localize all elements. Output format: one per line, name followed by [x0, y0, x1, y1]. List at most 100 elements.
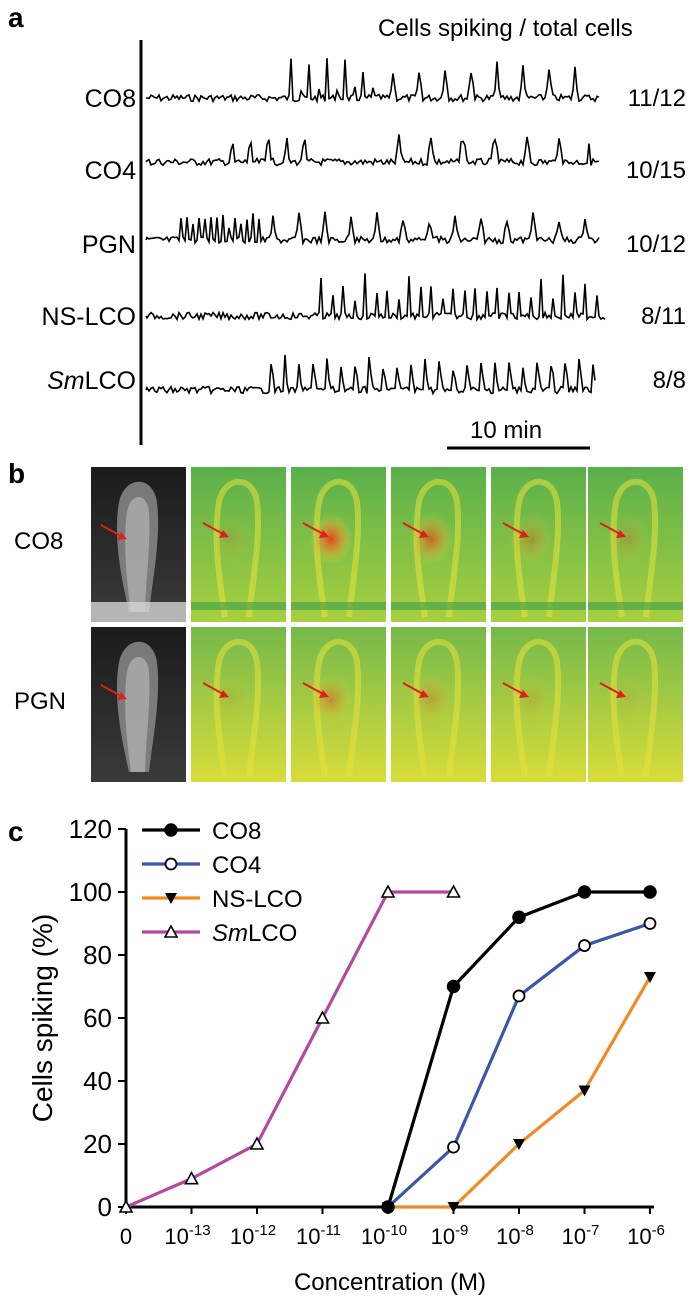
- calcium-frame-image: [588, 467, 683, 622]
- x-tick-label: 10-10: [361, 1222, 407, 1249]
- panel-c-letter: c: [8, 816, 24, 847]
- trace-label: CO8: [84, 85, 136, 113]
- y-tick-label: 40: [83, 1066, 112, 1096]
- red-arrow-icon: [402, 682, 426, 696]
- data-point: [447, 1202, 460, 1213]
- brightfield-image: [91, 467, 186, 622]
- red-arrow-icon: [599, 682, 623, 696]
- trace-line: [145, 211, 600, 247]
- data-point: [164, 857, 178, 871]
- image-row-label: PGN: [14, 688, 67, 715]
- series-line: [386, 890, 650, 1208]
- series-line: [386, 921, 651, 1209]
- legend-label: CO4: [212, 852, 261, 879]
- red-arrow-icon: [502, 682, 526, 696]
- red-arrow-icon: [599, 522, 623, 536]
- data-point: [577, 885, 592, 899]
- data-point: [643, 917, 657, 930]
- legend-label: SmLCO: [212, 920, 297, 947]
- scale-bar-label: 10 min: [470, 417, 543, 444]
- series: [381, 885, 657, 1214]
- trace-ratio: 8/8: [652, 367, 686, 394]
- calcium-frame-image: [491, 467, 586, 622]
- y-tick-label: 120: [69, 814, 112, 844]
- series: [381, 917, 657, 1214]
- series-line: [125, 890, 454, 1209]
- y-axis-label: Cells spiking (%): [27, 914, 58, 1123]
- data-point: [447, 1140, 460, 1154]
- x-tick-label: 10-13: [164, 1222, 210, 1249]
- calcium-traces: [139, 40, 606, 450]
- red-arrow-icon: [100, 524, 124, 538]
- trace-label: PGN: [81, 231, 136, 259]
- y-tick-label: 80: [83, 940, 112, 970]
- x-tick-label: 10-11: [296, 1222, 341, 1249]
- trace-line: [145, 273, 606, 323]
- red-arrow-icon: [502, 522, 526, 536]
- red-arrow-icon: [302, 682, 326, 696]
- panel-b-letter: b: [8, 458, 26, 489]
- trace-ratio: 8/11: [641, 303, 686, 330]
- red-arrow-icon: [202, 522, 226, 536]
- data-point: [315, 1010, 330, 1024]
- trace-label: SmLCO: [47, 367, 136, 395]
- data-point: [512, 910, 526, 924]
- legend-label: NS-LCO: [212, 886, 303, 913]
- data-point: [380, 884, 396, 898]
- data-point: [164, 823, 178, 837]
- red-arrow-icon: [402, 522, 426, 536]
- data-point: [513, 1139, 525, 1150]
- data-point: [446, 884, 461, 898]
- x-tick-label: 10-6: [627, 1222, 665, 1249]
- data-point: [184, 1170, 199, 1185]
- trace-ratio: 10/15: [625, 157, 686, 184]
- trace-line: [145, 134, 600, 168]
- legend-entry: NS-LCO: [142, 886, 303, 913]
- data-point: [643, 885, 657, 899]
- calcium-frame-image: [491, 627, 586, 782]
- x-tick-label: 0: [120, 1224, 132, 1249]
- legend-entry: CO4: [142, 852, 261, 879]
- legend-entry: CO8: [142, 818, 261, 845]
- data-point: [578, 1085, 591, 1097]
- trace-ratio: 11/12: [627, 85, 686, 112]
- data-point: [163, 924, 179, 938]
- trace-label: CO4: [84, 157, 136, 185]
- data-point: [165, 893, 177, 904]
- calcium-frame-image: [191, 467, 286, 622]
- trace-line: [145, 354, 596, 396]
- calcium-frame-image: [391, 467, 486, 622]
- dose-response-chart: 0 20 40 60 80 100 120 0 10-13 10-12 10-11 10-10 10-9…: [27, 814, 665, 1296]
- data-point: [644, 972, 656, 984]
- y-tick-label: 20: [83, 1129, 112, 1159]
- series: [118, 884, 461, 1213]
- x-tick-label: 10-8: [496, 1222, 534, 1249]
- x-tick-label: 10-12: [230, 1222, 276, 1249]
- brightfield-image: [91, 627, 186, 782]
- data-point: [446, 979, 461, 994]
- calcium-frame-image: [291, 627, 386, 782]
- calcium-frame-image: [588, 627, 683, 782]
- data-point: [381, 1200, 395, 1214]
- data-point: [118, 1199, 134, 1213]
- trace-line: [145, 58, 600, 105]
- red-arrow-icon: [100, 684, 124, 698]
- y-tick-label: 60: [83, 1003, 112, 1033]
- y-tick-label: 100: [69, 877, 112, 907]
- panel-a-letter: a: [8, 2, 24, 33]
- legend-label: CO8: [212, 818, 261, 845]
- trace-label: NS-LCO: [41, 303, 136, 331]
- x-axis-label: Concentration (M): [294, 1269, 486, 1296]
- data-point: [578, 939, 591, 952]
- data-point: [249, 1136, 265, 1150]
- red-arrow-icon: [202, 682, 226, 696]
- calcium-frame-image: [291, 467, 386, 622]
- x-tick-label: 10-7: [562, 1222, 600, 1249]
- calcium-frame-image: [191, 627, 286, 782]
- red-arrow-icon: [302, 522, 326, 536]
- image-row-label: CO8: [14, 528, 64, 555]
- panel-a-header: Cells spiking / total cells: [378, 15, 633, 42]
- calcium-frame-image: [391, 627, 486, 782]
- trace-ratio: 10/12: [625, 231, 686, 258]
- x-tick-label: 10-9: [431, 1222, 469, 1249]
